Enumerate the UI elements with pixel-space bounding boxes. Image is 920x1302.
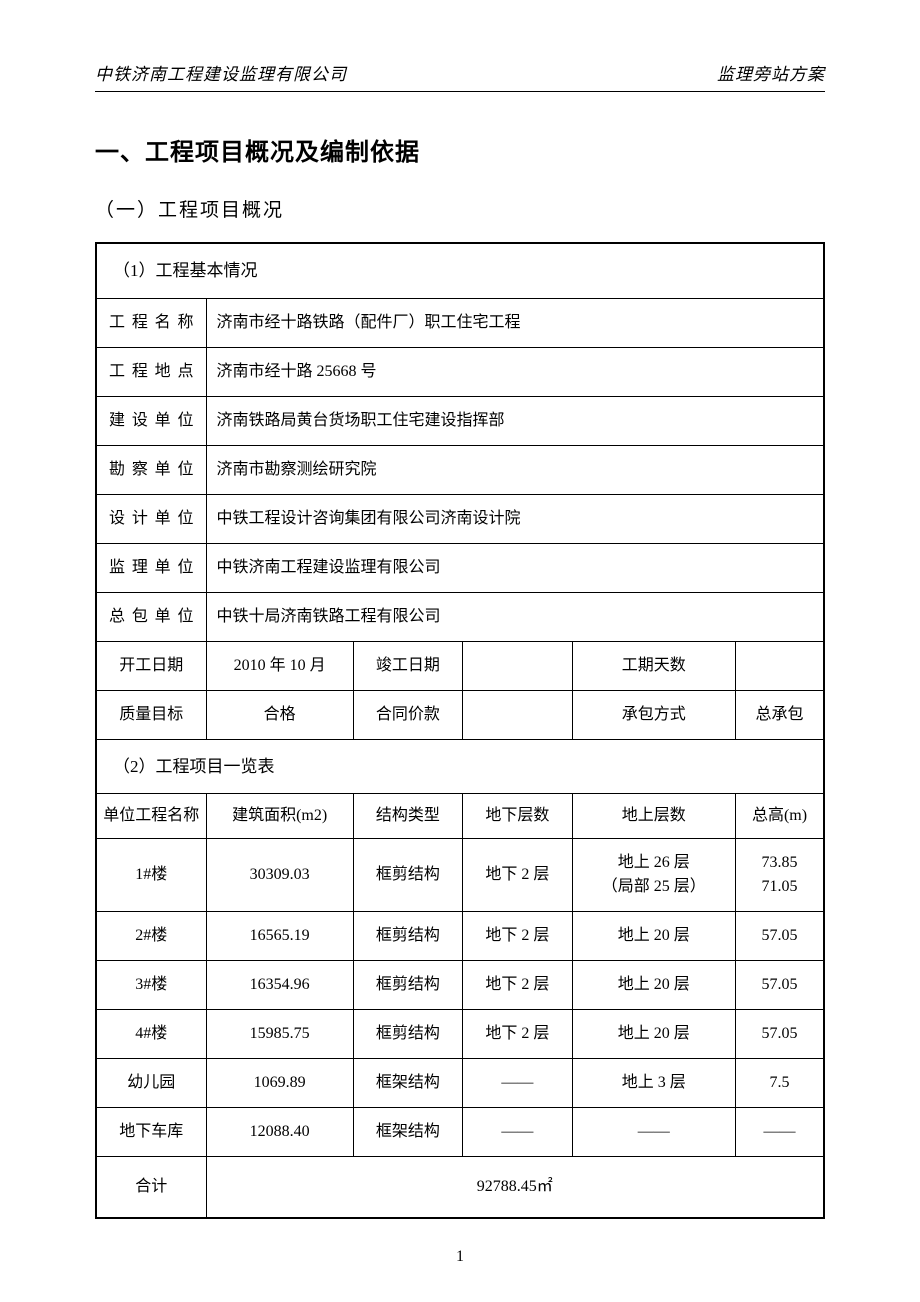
table-row: 2#楼16565.19框剪结构地下 2 层地上 20 层57.05: [96, 912, 824, 961]
row-quality: 质量目标 合格 合同价款 承包方式 总承包: [96, 690, 824, 739]
cell-c5: 地上 20 层: [572, 912, 735, 961]
cell-c3: 框剪结构: [353, 912, 462, 961]
cell-c4: ——: [463, 1108, 572, 1157]
value-loc: 济南市经十路 25668 号: [206, 347, 824, 396]
cell-c2: 16354.96: [206, 961, 353, 1010]
page-number: 1: [456, 1248, 464, 1266]
section2-header-row: （2）工程项目一览表: [96, 739, 824, 794]
row-survey: 勘察单位 济南市勘察测绘研究院: [96, 445, 824, 494]
cell-c1: 地下车库: [96, 1108, 206, 1157]
value-method: 总承包: [735, 690, 824, 739]
row-loc: 工程地点 济南市经十路 25668 号: [96, 347, 824, 396]
cell-c6: 57.05: [735, 1010, 824, 1059]
label-name: 工程名称: [96, 298, 206, 347]
header-left: 中铁济南工程建设监理有限公司: [95, 60, 347, 85]
total-label: 合计: [96, 1157, 206, 1219]
label-days: 工期天数: [572, 641, 735, 690]
row-name: 工程名称 济南市经十路铁路（配件厂）职工住宅工程: [96, 298, 824, 347]
value-end: [463, 641, 572, 690]
value-design: 中铁工程设计咨询集团有限公司济南设计院: [206, 494, 824, 543]
cell-c6: 57.05: [735, 961, 824, 1010]
value-name: 济南市经十路铁路（配件厂）职工住宅工程: [206, 298, 824, 347]
label-method: 承包方式: [572, 690, 735, 739]
label-survey: 勘察单位: [96, 445, 206, 494]
cell-c3: 框剪结构: [353, 839, 462, 912]
value-start: 2010 年 10 月: [206, 641, 353, 690]
col-h2: 建筑面积(m2): [206, 794, 353, 839]
cell-c3: 框剪结构: [353, 1010, 462, 1059]
cell-c3: 框架结构: [353, 1108, 462, 1157]
cell-c4: 地下 2 层: [463, 961, 572, 1010]
table-row: 地下车库12088.40框架结构——————: [96, 1108, 824, 1157]
table-row: 1#楼30309.03框剪结构地下 2 层地上 26 层（局部 25 层）73.…: [96, 839, 824, 912]
value-price: [463, 690, 572, 739]
cell-c5: ——: [572, 1108, 735, 1157]
label-end: 竣工日期: [353, 641, 462, 690]
cell-c1: 4#楼: [96, 1010, 206, 1059]
cell-c6: 7.5: [735, 1059, 824, 1108]
cell-c5: 地上 3 层: [572, 1059, 735, 1108]
cell-c1: 1#楼: [96, 839, 206, 912]
col-h4: 地下层数: [463, 794, 572, 839]
value-qual: 合格: [206, 690, 353, 739]
col-h6: 总高(m): [735, 794, 824, 839]
value-build: 济南铁路局黄台货场职工住宅建设指挥部: [206, 396, 824, 445]
section1-header: （1）工程基本情况: [96, 243, 824, 298]
cell-c6: 57.05: [735, 912, 824, 961]
table-row: 4#楼15985.75框剪结构地下 2 层地上 20 层57.05: [96, 1010, 824, 1059]
cell-c5: 地上 26 层（局部 25 层）: [572, 839, 735, 912]
section1-header-row: （1）工程基本情况: [96, 243, 824, 298]
project-table: （1）工程基本情况 工程名称 济南市经十路铁路（配件厂）职工住宅工程 工程地点 …: [95, 242, 825, 1219]
cell-c4: 地下 2 层: [463, 912, 572, 961]
table-row: 3#楼16354.96框剪结构地下 2 层地上 20 层57.05: [96, 961, 824, 1010]
total-row: 合计 92788.45㎡: [96, 1157, 824, 1219]
row-cont: 总包单位 中铁十局济南铁路工程有限公司: [96, 592, 824, 641]
row-supv: 监理单位 中铁济南工程建设监理有限公司: [96, 543, 824, 592]
cell-c2: 30309.03: [206, 839, 353, 912]
cell-c6: ——: [735, 1108, 824, 1157]
col-h5: 地上层数: [572, 794, 735, 839]
cell-c3: 框剪结构: [353, 961, 462, 1010]
row-design: 设计单位 中铁工程设计咨询集团有限公司济南设计院: [96, 494, 824, 543]
cell-c4: 地下 2 层: [463, 839, 572, 912]
list-header-row: 单位工程名称 建筑面积(m2) 结构类型 地下层数 地上层数 总高(m): [96, 794, 824, 839]
section-title-2: （一）工程项目概况: [95, 195, 825, 222]
cell-c3: 框架结构: [353, 1059, 462, 1108]
label-supv: 监理单位: [96, 543, 206, 592]
cell-c6: 73.8571.05: [735, 839, 824, 912]
cell-c5: 地上 20 层: [572, 1010, 735, 1059]
section2-header: （2）工程项目一览表: [96, 739, 824, 794]
col-h1: 单位工程名称: [96, 794, 206, 839]
total-value: 92788.45㎡: [206, 1157, 824, 1219]
cell-c5: 地上 20 层: [572, 961, 735, 1010]
page-header: 中铁济南工程建设监理有限公司 监理旁站方案: [95, 60, 825, 92]
label-qual: 质量目标: [96, 690, 206, 739]
label-design: 设计单位: [96, 494, 206, 543]
value-survey: 济南市勘察测绘研究院: [206, 445, 824, 494]
label-start: 开工日期: [96, 641, 206, 690]
cell-c1: 幼儿园: [96, 1059, 206, 1108]
cell-c2: 1069.89: [206, 1059, 353, 1108]
header-right: 监理旁站方案: [717, 60, 825, 85]
label-loc: 工程地点: [96, 347, 206, 396]
col-h3: 结构类型: [353, 794, 462, 839]
section-title-1: 一、工程项目概况及编制依据: [95, 132, 825, 167]
value-days: [735, 641, 824, 690]
cell-c1: 2#楼: [96, 912, 206, 961]
row-dates: 开工日期 2010 年 10 月 竣工日期 工期天数: [96, 641, 824, 690]
row-build: 建设单位 济南铁路局黄台货场职工住宅建设指挥部: [96, 396, 824, 445]
cell-c4: ——: [463, 1059, 572, 1108]
cell-c1: 3#楼: [96, 961, 206, 1010]
label-build: 建设单位: [96, 396, 206, 445]
cell-c2: 16565.19: [206, 912, 353, 961]
label-price: 合同价款: [353, 690, 462, 739]
value-supv: 中铁济南工程建设监理有限公司: [206, 543, 824, 592]
cell-c4: 地下 2 层: [463, 1010, 572, 1059]
table-row: 幼儿园1069.89框架结构——地上 3 层7.5: [96, 1059, 824, 1108]
value-cont: 中铁十局济南铁路工程有限公司: [206, 592, 824, 641]
label-cont: 总包单位: [96, 592, 206, 641]
cell-c2: 15985.75: [206, 1010, 353, 1059]
cell-c2: 12088.40: [206, 1108, 353, 1157]
